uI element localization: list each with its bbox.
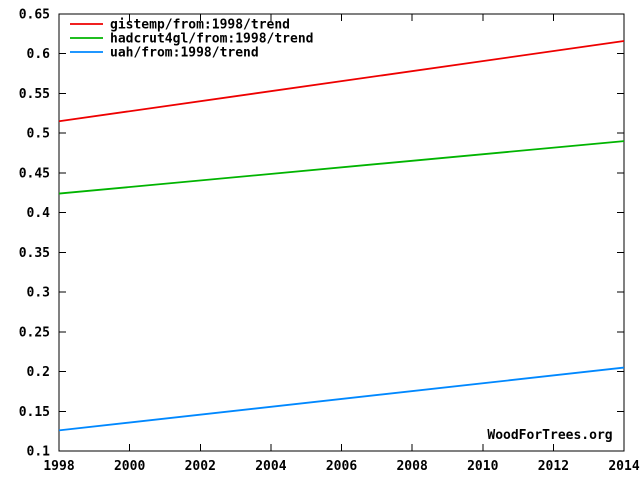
series-line-gistemp-from-1998-trend	[58, 40, 625, 123]
x-tick-label: 2006	[326, 459, 357, 474]
x-tick-label: 2010	[467, 459, 498, 474]
series-line-hadcrut4gl-from-1998-trend	[58, 140, 625, 195]
legend-label-uah-from-1998-trend: uah/from:1998/trend	[110, 46, 259, 61]
y-tick-label: 0.2	[27, 365, 50, 380]
y-tick-label: 0.35	[19, 246, 50, 261]
y-tick-label: 0.6	[27, 47, 51, 62]
y-tick-label: 0.65	[19, 8, 50, 23]
y-tick-label: 0.1	[27, 445, 51, 460]
y-tick-label: 0.55	[19, 87, 50, 102]
y-tick-label: 0.45	[19, 166, 50, 181]
y-tick-label: 0.25	[19, 325, 50, 340]
x-tick-label: 2004	[255, 459, 286, 474]
legend: gistemp/from:1998/trendhadcrut4gl/from:1…	[70, 18, 314, 61]
y-tick-label: 0.3	[27, 286, 50, 301]
x-tick-label: 2012	[538, 459, 569, 474]
legend-label-gistemp-from-1998-trend: gistemp/from:1998/trend	[110, 18, 290, 33]
series-line-uah-from-1998-trend	[58, 366, 625, 432]
x-axis: 1998 2000 2002 2004 2006 2008 2010 2012 2014	[43, 14, 640, 474]
legend-label-hadcrut4gl-from-1998-trend: hadcrut4gl/from:1998/trend	[110, 32, 314, 47]
y-tick-label: 0.15	[19, 405, 50, 420]
x-tick-label: 2002	[185, 459, 216, 474]
x-tick-label: 2014	[608, 459, 639, 474]
x-tick-label: 2008	[396, 459, 427, 474]
watermark: WoodForTrees.org	[487, 428, 612, 443]
y-tick-label: 0.5	[27, 127, 50, 142]
x-tick-label: 2000	[114, 459, 145, 474]
x-tick-label: 1998	[43, 459, 74, 474]
y-tick-label: 0.4	[27, 206, 51, 221]
y-axis: 0.1 0.15 0.2 0.25 0.3 0.35 0.4 0.45 0.5 0.55 0.6 0.…	[19, 8, 624, 460]
